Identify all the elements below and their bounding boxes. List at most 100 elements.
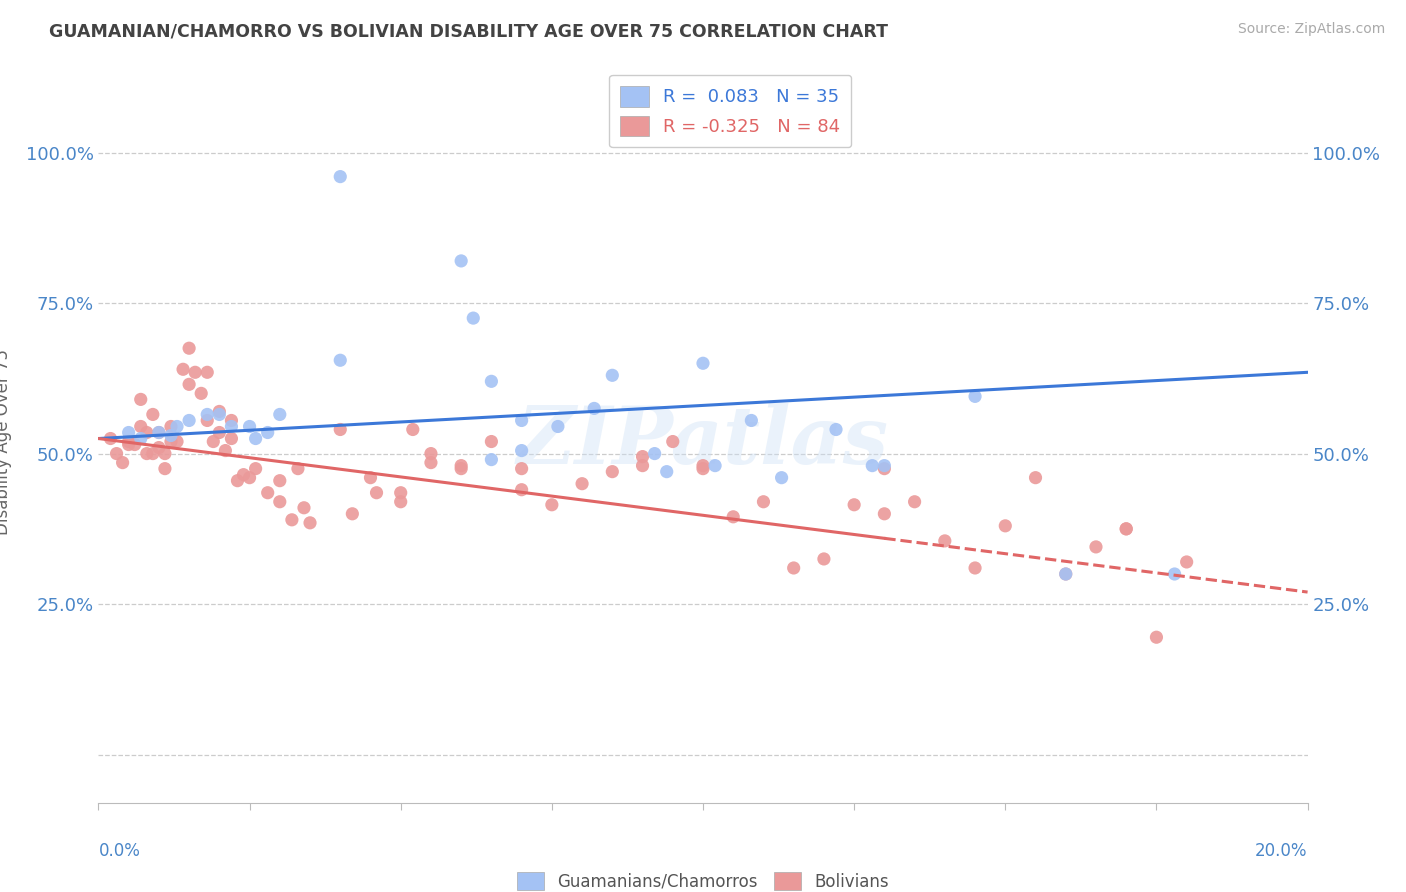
- Point: [583, 401, 606, 416]
- Point: [752, 494, 775, 508]
- Point: [179, 377, 201, 392]
- Point: [366, 485, 388, 500]
- Point: [142, 408, 165, 422]
- Point: [1024, 471, 1046, 485]
- Point: [704, 458, 727, 473]
- Point: [329, 353, 352, 368]
- Point: [153, 461, 176, 475]
- Point: [129, 419, 152, 434]
- Text: 20.0%: 20.0%: [1256, 842, 1308, 860]
- Point: [184, 365, 207, 379]
- Point: [644, 446, 666, 460]
- Point: [214, 443, 236, 458]
- Point: [540, 498, 562, 512]
- Point: [148, 425, 170, 440]
- Point: [100, 432, 122, 446]
- Point: [965, 561, 987, 575]
- Point: [994, 519, 1017, 533]
- Point: [179, 341, 201, 355]
- Point: [1163, 567, 1185, 582]
- Point: [287, 461, 309, 475]
- Point: [129, 432, 152, 446]
- Point: [281, 513, 304, 527]
- Point: [547, 419, 569, 434]
- Point: [692, 461, 714, 475]
- Point: [118, 434, 141, 449]
- Point: [245, 432, 267, 446]
- Point: [172, 362, 194, 376]
- Point: [292, 500, 315, 515]
- Point: [463, 311, 485, 326]
- Point: [153, 446, 176, 460]
- Point: [135, 425, 157, 440]
- Point: [481, 452, 503, 467]
- Point: [166, 434, 188, 449]
- Point: [661, 434, 683, 449]
- Point: [226, 474, 249, 488]
- Point: [420, 456, 443, 470]
- Y-axis label: Disability Age Over 75: Disability Age Over 75: [0, 349, 11, 534]
- Point: [105, 446, 128, 460]
- Text: 0.0%: 0.0%: [98, 842, 141, 860]
- Point: [740, 413, 762, 427]
- Point: [208, 408, 231, 422]
- Point: [655, 465, 678, 479]
- Point: [142, 446, 165, 460]
- Point: [179, 413, 201, 427]
- Point: [208, 404, 231, 418]
- Point: [965, 389, 987, 403]
- Point: [825, 423, 848, 437]
- Point: [481, 375, 503, 389]
- Point: [934, 533, 956, 548]
- Text: ZIPatlas: ZIPatlas: [517, 403, 889, 480]
- Point: [631, 450, 654, 464]
- Point: [111, 456, 134, 470]
- Point: [723, 509, 745, 524]
- Point: [602, 368, 624, 383]
- Point: [221, 413, 243, 427]
- Point: [195, 408, 218, 422]
- Point: [692, 356, 714, 370]
- Point: [510, 413, 533, 427]
- Point: [329, 423, 352, 437]
- Point: [389, 494, 412, 508]
- Point: [118, 437, 141, 451]
- Point: [195, 365, 218, 379]
- Point: [269, 494, 291, 508]
- Point: [221, 432, 243, 446]
- Point: [510, 483, 533, 497]
- Text: GUAMANIAN/CHAMORRO VS BOLIVIAN DISABILITY AGE OVER 75 CORRELATION CHART: GUAMANIAN/CHAMORRO VS BOLIVIAN DISABILIT…: [49, 22, 889, 40]
- Point: [450, 461, 472, 475]
- Point: [1115, 522, 1137, 536]
- Point: [360, 471, 382, 485]
- Point: [1175, 555, 1198, 569]
- Point: [450, 458, 472, 473]
- Point: [873, 458, 896, 473]
- Point: [160, 434, 183, 449]
- Point: [148, 425, 170, 440]
- Point: [844, 498, 866, 512]
- Point: [239, 471, 262, 485]
- Point: [269, 408, 291, 422]
- Point: [190, 386, 212, 401]
- Point: [166, 419, 188, 434]
- Point: [299, 516, 322, 530]
- Point: [571, 476, 593, 491]
- Point: [481, 434, 503, 449]
- Point: [692, 458, 714, 473]
- Point: [770, 471, 793, 485]
- Point: [602, 465, 624, 479]
- Point: [208, 425, 231, 440]
- Point: [510, 461, 533, 475]
- Point: [256, 485, 278, 500]
- Point: [1054, 567, 1077, 582]
- Point: [129, 392, 152, 407]
- Point: [256, 425, 278, 440]
- Point: [873, 507, 896, 521]
- Point: [342, 507, 364, 521]
- Point: [135, 446, 157, 460]
- Point: [783, 561, 806, 575]
- Point: [269, 474, 291, 488]
- Point: [450, 254, 472, 268]
- Point: [510, 443, 533, 458]
